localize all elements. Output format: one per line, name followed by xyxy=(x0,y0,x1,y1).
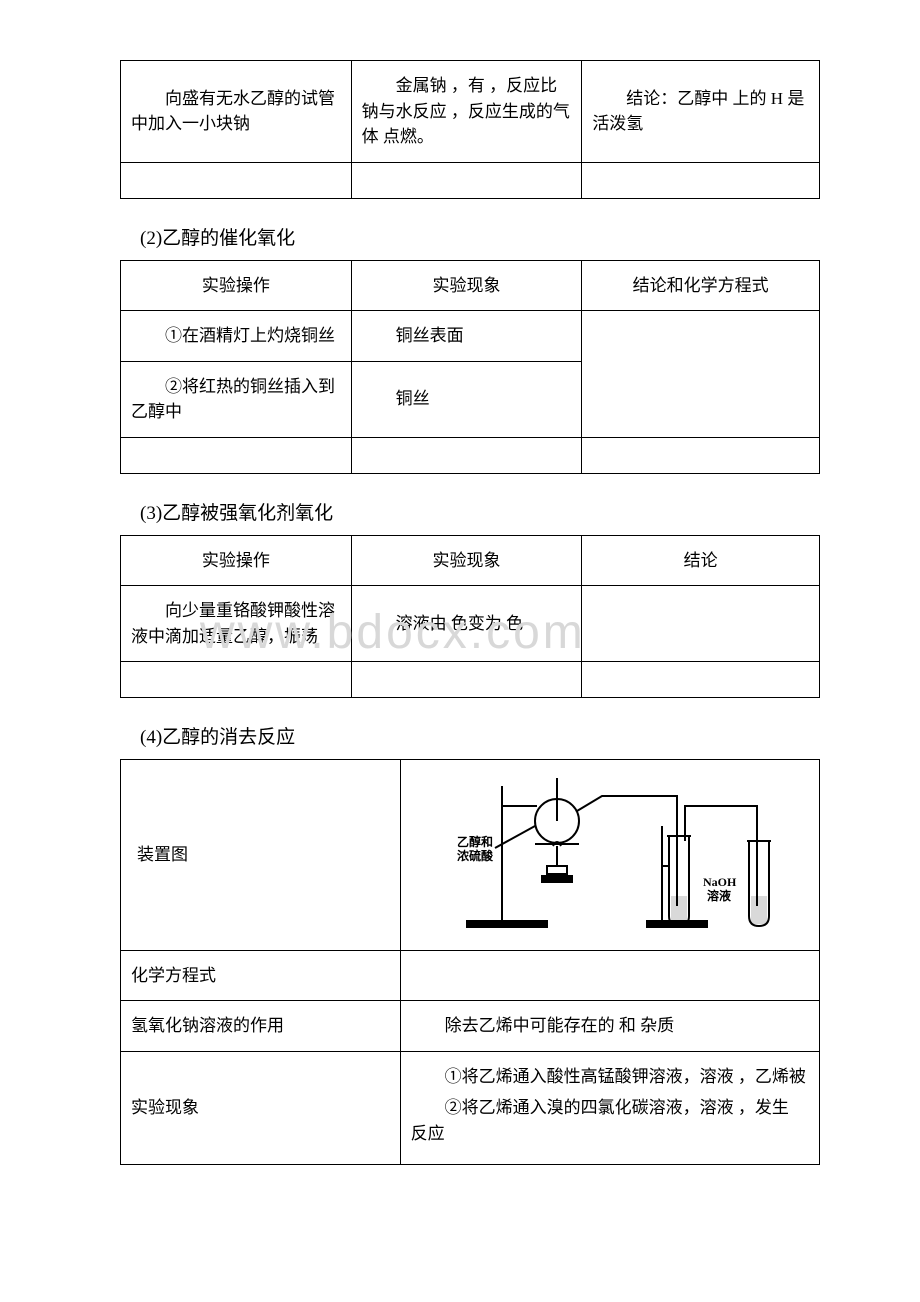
table-header: 结论和化学方程式 xyxy=(582,260,820,311)
table-cell: 氢氧化钠溶液的作用 xyxy=(121,1001,401,1052)
table-cell-empty xyxy=(351,662,582,698)
apparatus-diagram: 乙醇和 浓硫酸 xyxy=(407,766,787,936)
table-header: 实验操作 xyxy=(121,260,352,311)
table-cell-empty xyxy=(582,662,820,698)
section-heading-3: (3)乙醇被强氧化剂氧化 xyxy=(120,494,820,535)
table-cell: 向盛有无水乙醇的试管中加入一小块钠 xyxy=(121,61,352,163)
table-cell: 装置图 xyxy=(121,760,401,951)
table-catalytic-oxidation: 实验操作 实验现象 结论和化学方程式 ①在酒精灯上灼烧铜丝 铜丝表面 ②将红热的… xyxy=(120,260,820,474)
table-header: 实验现象 xyxy=(351,260,582,311)
table-cell: ①在酒精灯上灼烧铜丝 xyxy=(121,311,352,362)
table-cell: ①将乙烯通入酸性高锰酸钾溶液，溶液 ，乙烯被 ②将乙烯通入溴的四氯化碳溶液，溶液… xyxy=(400,1051,819,1165)
svg-text:NaOH: NaOH xyxy=(703,875,737,889)
table-cell: 结论：乙醇中 上的 H 是活泼氢 xyxy=(582,61,820,163)
table-cell: 溶液由 色变为 色 xyxy=(351,586,582,662)
table-header: 实验操作 xyxy=(121,535,352,586)
table-cell: 铜丝 xyxy=(351,361,582,437)
table-cell-empty xyxy=(121,437,352,473)
table-cell-empty xyxy=(351,437,582,473)
svg-text:乙醇和: 乙醇和 xyxy=(457,834,493,849)
table-cell-empty xyxy=(582,311,820,438)
table-cell: 金属钠 ，有 ，反应比钠与水反应 ，反应生成的气体 点燃。 xyxy=(351,61,582,163)
table-cell-empty xyxy=(400,950,819,1001)
table-cell-empty xyxy=(121,162,352,198)
table-cell-text: ①将乙烯通入酸性高锰酸钾溶液，溶液 ，乙烯被 xyxy=(411,1064,809,1090)
table-cell: 铜丝表面 xyxy=(351,311,582,362)
table-cell-empty xyxy=(582,437,820,473)
table-cell: 实验现象 xyxy=(121,1051,401,1165)
table-cell-empty xyxy=(351,162,582,198)
table-cell: 向少量重铬酸钾酸性溶液中滴加适量乙醇，振荡 xyxy=(121,586,352,662)
table-elimination-reaction: 装置图 xyxy=(120,759,820,1165)
section-heading-4: (4)乙醇的消去反应 xyxy=(120,718,820,759)
section-heading-2: (2)乙醇的催化氧化 xyxy=(120,219,820,260)
table-cell: ②将红热的铜丝插入到乙醇中 xyxy=(121,361,352,437)
table-cell-text: ②将乙烯通入溴的四氯化碳溶液，溶液 ，发生 反应 xyxy=(411,1095,809,1146)
table-cell-empty xyxy=(121,662,352,698)
table-header: 实验现象 xyxy=(351,535,582,586)
svg-text:浓硫酸: 浓硫酸 xyxy=(457,848,494,863)
table-header: 结论 xyxy=(582,535,820,586)
svg-text:溶液: 溶液 xyxy=(707,888,731,903)
table-cell-empty xyxy=(582,586,820,662)
table-cell-empty xyxy=(582,162,820,198)
table-cell: 除去乙烯中可能存在的 和 杂质 xyxy=(400,1001,819,1052)
table-strong-oxidizer: 实验操作 实验现象 结论 向少量重铬酸钾酸性溶液中滴加适量乙醇，振荡 溶液由 色… xyxy=(120,535,820,699)
table-sodium-reaction: 向盛有无水乙醇的试管中加入一小块钠 金属钠 ，有 ，反应比钠与水反应 ，反应生成… xyxy=(120,60,820,199)
table-cell-diagram: 乙醇和 浓硫酸 xyxy=(400,760,819,951)
table-cell: 化学方程式 xyxy=(121,950,401,1001)
